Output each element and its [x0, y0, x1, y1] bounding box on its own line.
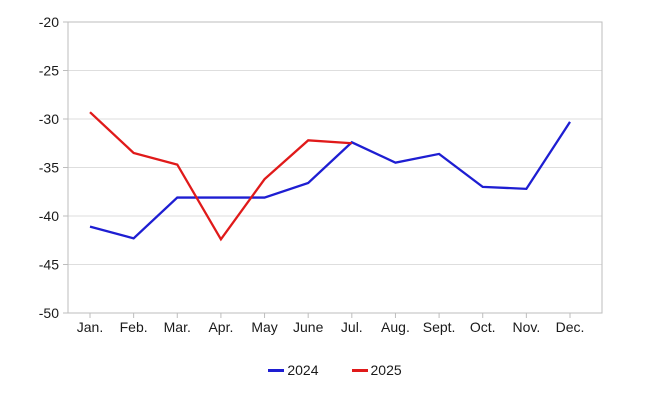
x-tick-label: June — [293, 319, 324, 335]
x-tick-label: Jul. — [341, 319, 363, 335]
x-tick-label: Mar. — [164, 319, 191, 335]
x-tick-label: Nov. — [512, 319, 540, 335]
legend-label-2024: 2024 — [287, 362, 319, 378]
legend-swatch-2025 — [351, 368, 368, 372]
y-tick-label: -45 — [39, 257, 59, 273]
legend-item-2025: 2025 — [351, 361, 402, 379]
x-tick-label: May — [251, 319, 277, 335]
legend: 2024 2025 — [68, 361, 602, 379]
y-tick-label: -35 — [39, 160, 59, 176]
x-tick-label: Oct. — [470, 319, 496, 335]
y-tick-label: -40 — [39, 208, 59, 224]
legend-label-2025: 2025 — [370, 362, 402, 378]
legend-swatch-2024 — [268, 368, 285, 372]
x-tick-label: Jan. — [77, 319, 103, 335]
x-tick-label: Aug. — [381, 319, 410, 335]
series-line-2025 — [89, 111, 352, 242]
y-tick-label: -25 — [39, 63, 59, 79]
y-tick-label: -50 — [39, 305, 59, 321]
x-tick-label: Apr. — [208, 319, 233, 335]
legend-item-2024: 2024 — [268, 361, 319, 379]
series-line-2024 — [89, 121, 571, 240]
y-tick-label: -20 — [39, 14, 59, 30]
x-tick-label: Sept. — [423, 319, 456, 335]
x-tick-label: Dec. — [556, 319, 585, 335]
x-tick-label: Feb. — [120, 319, 148, 335]
y-tick-label: -30 — [39, 111, 59, 127]
